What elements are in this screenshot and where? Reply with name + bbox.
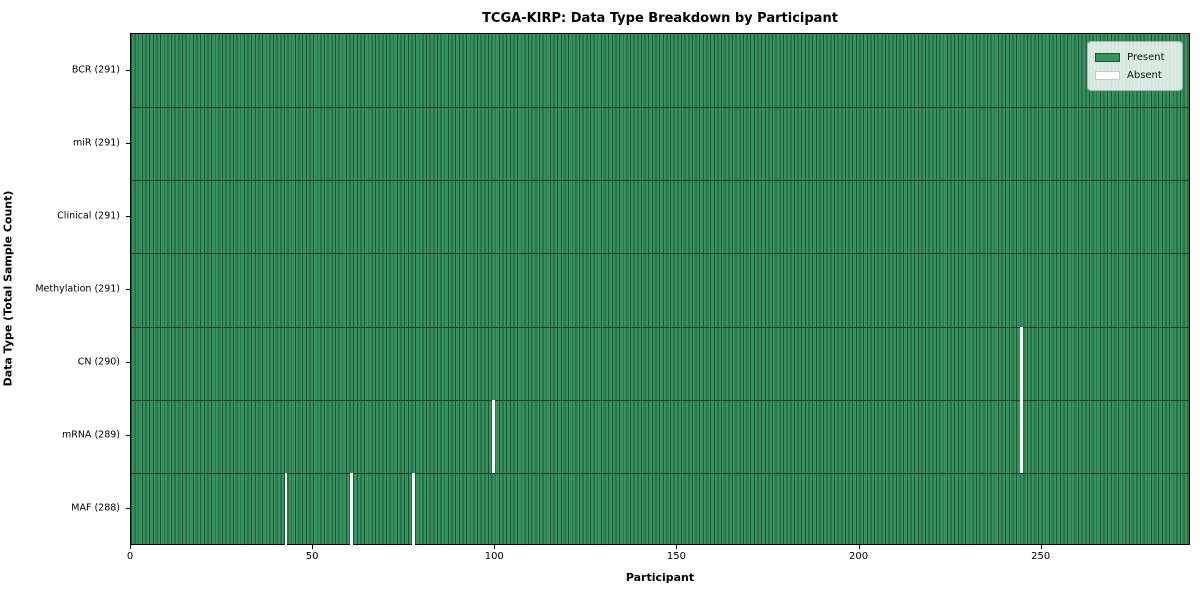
x-tick-label-50: 50 (305, 551, 319, 562)
y-tick-label-mRNA: mRNA (289) (61, 429, 120, 441)
x-tick-label-250: 250 (1031, 551, 1051, 562)
y-tick-label-BCR: BCR (291) (71, 64, 120, 76)
x-tick-label-200: 200 (848, 551, 869, 562)
y-tick-mark (126, 508, 130, 510)
x-tick-label-0: 0 (126, 551, 134, 562)
row-divider (131, 326, 1189, 328)
x-axis-label: Participant (625, 571, 695, 584)
y-tick-mark (126, 142, 130, 144)
x-tick-mark (494, 545, 496, 549)
x-tick-mark (312, 545, 314, 549)
y-tick-label-miR: miR (291) (72, 137, 120, 149)
row-divider (131, 107, 1189, 109)
y-tick-label-MAF: MAF (288) (71, 502, 120, 514)
row-divider (131, 399, 1189, 401)
legend-entry-absent: Absent (1095, 66, 1174, 84)
x-tick-mark (1040, 545, 1042, 549)
x-tick-mark (130, 545, 131, 549)
x-tick-mark (858, 545, 860, 549)
present-swatch-icon (1095, 52, 1120, 62)
x-tick-mark (676, 545, 678, 549)
row-divider (131, 180, 1189, 182)
absent-cell-MAF-42 (284, 472, 288, 546)
legend-present-label: Present (1127, 51, 1165, 63)
y-tick-mark (126, 215, 130, 217)
plot-area (130, 33, 1190, 546)
absent-cell-mRNA-99 (492, 399, 495, 473)
legend-absent-label: Absent (1127, 69, 1162, 81)
row-divider (131, 472, 1189, 474)
y-tick-mark (126, 362, 130, 364)
legend: Present Absent (1087, 41, 1183, 91)
row-divider (131, 253, 1189, 255)
absent-cell-MAF-60 (350, 472, 353, 546)
y-tick-label-Methylation: Methylation (291) (35, 283, 120, 295)
absent-cell-mRNA-244 (1020, 399, 1023, 473)
absent-cell-CN-244 (1020, 326, 1023, 400)
x-tick-label-100: 100 (484, 551, 504, 562)
y-tick-mark (126, 435, 130, 437)
y-tick-label-CN: CN (290) (77, 356, 120, 368)
y-tick-mark (126, 69, 130, 71)
y-tick-mark (126, 289, 130, 290)
y-tick-label-Clinical: Clinical (291) (57, 210, 120, 222)
x-tick-label-150: 150 (666, 551, 686, 562)
absent-cell-MAF-77 (412, 472, 415, 546)
absent-swatch-icon (1095, 70, 1120, 80)
chart-title: TCGA-KIRP: Data Type Breakdown by Partic… (482, 11, 838, 26)
legend-entry-present: Present (1095, 48, 1174, 66)
